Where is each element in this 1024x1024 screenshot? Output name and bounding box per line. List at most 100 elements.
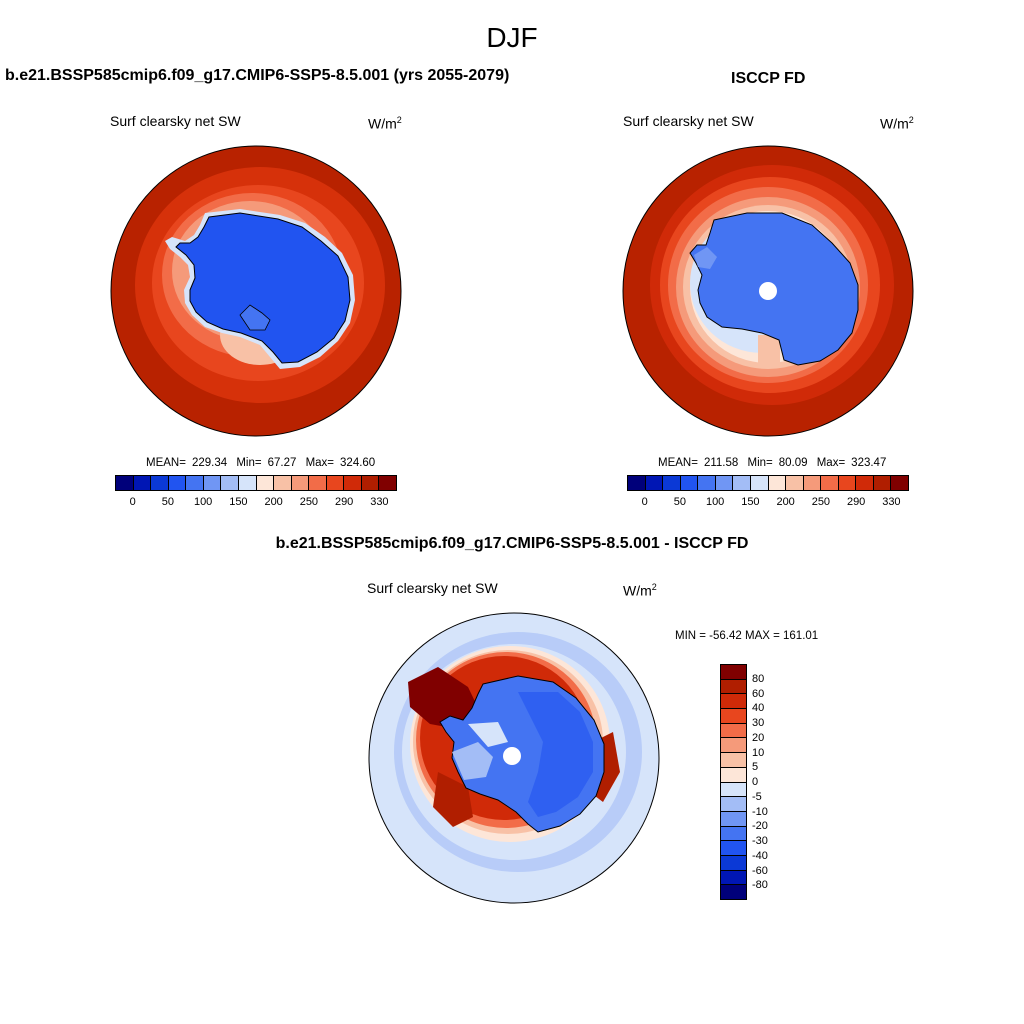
colorbar-tick-label: -60 xyxy=(752,864,768,877)
colorbar-swatch xyxy=(721,782,746,798)
colorbar-tick-label: 0 xyxy=(641,496,648,508)
colorbar-tick-label: 290 xyxy=(846,496,866,508)
colorbar-tick-label: -30 xyxy=(752,835,768,847)
colorbar-swatch xyxy=(133,476,152,490)
panel3-map xyxy=(368,612,660,904)
colorbar-swatch xyxy=(274,476,292,490)
colorbar-swatch xyxy=(768,476,787,490)
colorbar-swatch xyxy=(856,476,874,490)
panel2-colorbar-ticks: 0 50 100 150 200 250 290 330 xyxy=(627,496,909,510)
colorbar-swatch xyxy=(645,476,664,490)
panel1-units: W/m2 xyxy=(368,115,402,132)
panel1-colorbar xyxy=(115,475,397,491)
colorbar-tick-label: 150 xyxy=(741,496,760,508)
colorbar-swatch xyxy=(291,476,310,490)
colorbar-swatch xyxy=(721,826,746,842)
panel1-colorbar-ticks: 0 50 100 150 200 250 290 330 xyxy=(115,496,397,510)
colorbar-tick-label: 20 xyxy=(752,731,765,744)
colorbar-tick-label: 80 xyxy=(752,672,765,685)
panel2-units: W/m2 xyxy=(880,115,914,132)
colorbar-tick-label: 50 xyxy=(161,496,174,508)
colorbar-swatch xyxy=(721,723,746,739)
colorbar-swatch xyxy=(750,476,769,490)
panel3-pole-hole xyxy=(503,747,521,765)
colorbar-swatch xyxy=(151,476,169,490)
colorbar-swatch xyxy=(721,694,746,710)
colorbar-tick-label: -10 xyxy=(752,805,768,818)
figure-title: DJF xyxy=(486,22,538,53)
colorbar-tick-label: 30 xyxy=(752,717,765,729)
colorbar-swatch xyxy=(628,476,646,490)
colorbar-swatch xyxy=(379,476,396,490)
colorbar-swatch xyxy=(891,476,908,490)
colorbar-swatch xyxy=(721,753,746,768)
panel3-colorbar xyxy=(720,664,747,900)
colorbar-swatch xyxy=(680,476,699,490)
panel3-colorbar-ticks: 80 60 40 30 20 10 5 0 -5 -10 -20 -30 -40 -60 -80 xyxy=(752,664,792,900)
panel2-stats: MEAN= 211.58 Min= 80.09 Max= 323.47 xyxy=(658,457,887,469)
panel2-pole-hole xyxy=(759,282,777,300)
colorbar-tick-label: -80 xyxy=(752,879,768,892)
panel3-variable: Surf clearsky net SW xyxy=(367,580,498,596)
colorbar-swatch xyxy=(238,476,257,490)
colorbar-swatch xyxy=(721,767,746,783)
colorbar-swatch xyxy=(344,476,362,490)
colorbar-swatch xyxy=(721,797,746,812)
colorbar-tick-label: 330 xyxy=(370,496,389,508)
colorbar-tick-label: 0 xyxy=(752,776,759,788)
colorbar-swatch xyxy=(361,476,380,490)
colorbar-tick-label: 0 xyxy=(129,496,136,508)
colorbar-swatch xyxy=(721,738,746,754)
colorbar-swatch xyxy=(721,841,746,856)
colorbar-tick-label: -5 xyxy=(752,790,762,803)
colorbar-swatch xyxy=(663,476,681,490)
panel1-title: b.e21.BSSP585cmip6.f09_g17.CMIP6-SSP5-8.… xyxy=(5,67,510,84)
colorbar-swatch xyxy=(721,870,746,886)
panel1-variable: Surf clearsky net SW xyxy=(110,113,241,129)
colorbar-tick-label: 330 xyxy=(882,496,901,508)
colorbar-tick-label: 40 xyxy=(752,702,765,715)
colorbar-tick-label: -20 xyxy=(752,820,768,833)
colorbar-tick-label: 250 xyxy=(299,496,319,508)
panel2-variable: Surf clearsky net SW xyxy=(623,113,754,129)
colorbar-swatch xyxy=(721,709,746,724)
colorbar-swatch xyxy=(721,665,746,680)
colorbar-tick-label: 5 xyxy=(752,761,759,774)
colorbar-swatch xyxy=(721,679,746,695)
colorbar-swatch xyxy=(838,476,857,490)
colorbar-tick-label: 100 xyxy=(705,496,725,508)
colorbar-swatch xyxy=(116,476,134,490)
colorbar-tick-label: 150 xyxy=(229,496,248,508)
panel3-units: W/m2 xyxy=(623,582,657,599)
colorbar-swatch xyxy=(873,476,892,490)
colorbar-swatch xyxy=(256,476,275,490)
panel1-map xyxy=(110,145,402,437)
colorbar-tick-label: 200 xyxy=(264,496,283,508)
panel1-stats: MEAN= 229.34 Min= 67.27 Max= 324.60 xyxy=(146,457,376,469)
colorbar-swatch xyxy=(203,476,222,490)
colorbar-tick-label: 60 xyxy=(752,687,765,700)
colorbar-swatch xyxy=(803,476,822,490)
colorbar-swatch xyxy=(221,476,239,490)
colorbar-swatch xyxy=(309,476,327,490)
colorbar-swatch xyxy=(715,476,734,490)
colorbar-tick-label: -40 xyxy=(752,849,768,862)
colorbar-swatch xyxy=(821,476,839,490)
colorbar-swatch xyxy=(733,476,751,490)
colorbar-tick-label: 200 xyxy=(776,496,795,508)
colorbar-swatch xyxy=(721,811,746,827)
colorbar-tick-label: 250 xyxy=(811,496,831,508)
colorbar-swatch xyxy=(721,885,746,899)
panel2-title: ISCCP FD xyxy=(731,70,806,87)
colorbar-tick-label: 50 xyxy=(673,496,686,508)
colorbar-swatch xyxy=(326,476,345,490)
colorbar-swatch xyxy=(186,476,204,490)
colorbar-swatch xyxy=(721,855,746,871)
panel2-colorbar xyxy=(627,475,909,491)
panel3-title: b.e21.BSSP585cmip6.f09_g17.CMIP6-SSP5-8.… xyxy=(275,535,749,552)
panel2-map xyxy=(622,145,914,437)
colorbar-tick-label: 290 xyxy=(334,496,354,508)
panel3-minmax: MIN = -56.42 MAX = 161.01 xyxy=(675,630,819,642)
colorbar-tick-label: 100 xyxy=(193,496,213,508)
colorbar-tick-label: 10 xyxy=(752,746,765,759)
